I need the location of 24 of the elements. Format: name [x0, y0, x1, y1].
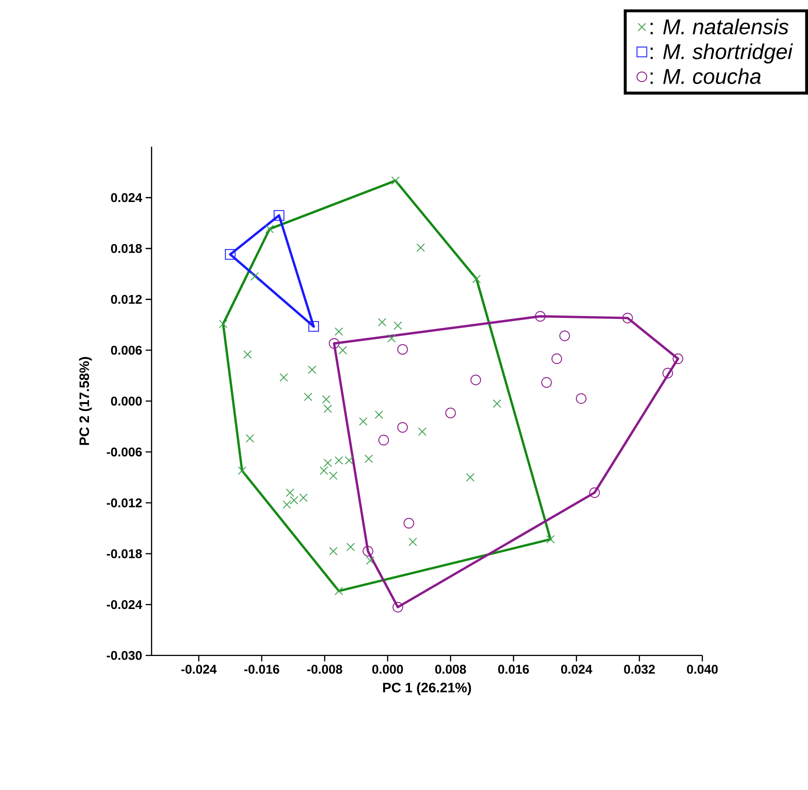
x-tick-label: 0.008 [435, 664, 466, 674]
y-tick-label: -0.012 [106, 498, 142, 508]
y-tick-label: -0.018 [106, 548, 142, 558]
y-tick-label: -0.006 [106, 447, 142, 456]
y-tick-label: 0.012 [111, 294, 142, 304]
x-tick-label: 0.024 [561, 664, 592, 674]
y-axis-title: PC 2 (17.58%) [79, 356, 92, 445]
x-tick-label: 0.000 [372, 664, 403, 674]
legend-label: : M. coucha [650, 68, 761, 84]
legend-label: : M. natalensis [650, 18, 788, 34]
x-axis-title: PC 1 (26.21%) [383, 682, 472, 695]
y-tick-label: 0.000 [111, 396, 142, 406]
legend-label: : M. shortridgei [650, 43, 793, 64]
x-tick-label: -0.016 [244, 664, 280, 674]
y-tick-label: 0.006 [111, 346, 142, 354]
y-tick-label: 0.018 [111, 244, 142, 253]
x-tick-label: -0.008 [307, 664, 342, 674]
x-tick-label: -0.024 [181, 664, 217, 674]
y-tick-label: -0.024 [106, 600, 142, 609]
x-tick-label: 0.040 [687, 664, 718, 674]
y-tick-label: -0.030 [106, 650, 142, 660]
x-tick-label: 0.032 [624, 664, 655, 674]
y-tick-label: 0.024 [111, 192, 142, 202]
x-tick-label: 0.016 [498, 664, 529, 674]
